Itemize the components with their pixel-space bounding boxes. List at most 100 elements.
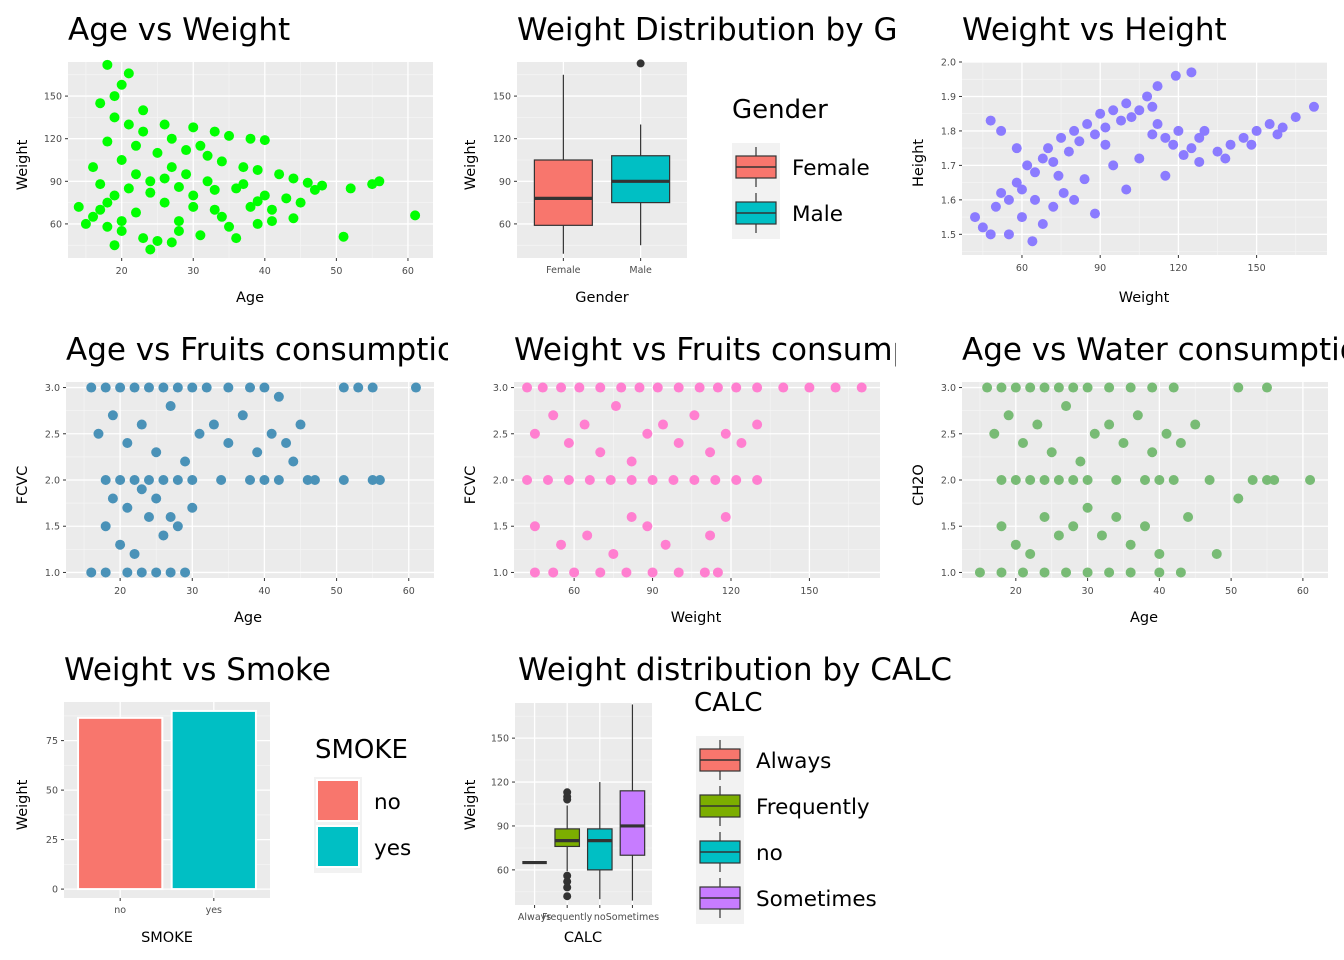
data-point (302, 475, 313, 485)
y-tick-label: 120 (491, 778, 509, 789)
data-point (1154, 548, 1165, 559)
data-point (582, 530, 593, 541)
data-point (974, 567, 985, 578)
data-point (537, 382, 548, 393)
y-tick-label: 1.0 (493, 568, 508, 579)
y-tick-label: 75 (46, 736, 58, 747)
x-tick-label: Female (546, 265, 581, 276)
data-point (1262, 475, 1272, 485)
x-tick-label: 60 (402, 266, 414, 277)
data-point (1089, 428, 1100, 439)
data-point (563, 475, 574, 485)
data-point (353, 382, 364, 393)
data-point (187, 382, 198, 393)
chart-title: Weight vs Height (962, 12, 1227, 48)
x-axis-title: Gender (575, 290, 628, 306)
y-tick-label: 1.7 (941, 161, 956, 172)
scatter-points (970, 67, 1319, 247)
data-point (245, 201, 256, 212)
data-point (1016, 212, 1027, 223)
data-point (1104, 382, 1115, 393)
chart-title: Age vs Water consumption (962, 332, 1344, 368)
x-tick-label: 90 (1094, 263, 1106, 274)
y-tick-label: 1.9 (941, 92, 956, 103)
data-point (1121, 184, 1132, 195)
data-point (556, 382, 567, 393)
data-point (1010, 539, 1021, 550)
data-point (115, 539, 126, 550)
data-point (1003, 194, 1014, 205)
data-point (626, 475, 637, 485)
data-point (584, 475, 595, 485)
data-point (1194, 156, 1205, 167)
data-point (1039, 567, 1050, 578)
data-point (736, 438, 747, 449)
x-tick-label: 50 (1225, 586, 1237, 597)
data-point (245, 475, 255, 485)
data-point (996, 187, 1007, 198)
data-point (1096, 530, 1107, 541)
data-point (712, 382, 723, 393)
data-point (1025, 475, 1036, 485)
data-point (1003, 229, 1014, 240)
data-point (165, 401, 176, 412)
y-axis-title: Weight (15, 779, 31, 830)
data-point (1104, 567, 1115, 578)
data-point (281, 438, 292, 449)
data-point (115, 475, 126, 485)
data-point (288, 173, 299, 184)
data-point (569, 567, 580, 578)
data-point (1111, 475, 1122, 485)
data-point (529, 567, 540, 578)
x-tick-label: 60 (1016, 263, 1028, 274)
data-point (188, 201, 199, 212)
data-point (252, 447, 263, 458)
box-Frequently (554, 788, 581, 901)
y-tick-label: 2.5 (45, 429, 60, 440)
data-point (1125, 567, 1136, 578)
data-point (1246, 139, 1257, 150)
data-point (1056, 132, 1067, 143)
data-point (1116, 115, 1127, 126)
data-point (122, 438, 133, 449)
data-point (374, 176, 385, 187)
scatter-points (522, 382, 867, 578)
data-point (990, 201, 1001, 212)
data-point (563, 438, 574, 449)
data-point (652, 382, 663, 393)
data-point (73, 201, 84, 212)
data-point (1225, 139, 1236, 150)
data-point (1011, 177, 1022, 188)
data-point (556, 539, 567, 550)
data-point (731, 382, 742, 393)
data-point (1039, 511, 1050, 522)
data-point (1111, 511, 1122, 522)
data-point (138, 126, 149, 137)
data-point (1147, 101, 1158, 112)
data-point (173, 181, 184, 192)
data-point (985, 115, 996, 126)
outlier-point (563, 871, 572, 880)
data-point (208, 419, 219, 430)
data-point (273, 391, 284, 402)
data-point (1108, 105, 1119, 116)
y-tick-label: 1.5 (45, 522, 60, 533)
data-point (595, 567, 606, 578)
bar-yes (170, 709, 257, 891)
data-point (1126, 112, 1137, 123)
data-point (608, 548, 619, 559)
chart-p1: 60 90 120 150 20 30 40 50 60 Age vs Weight Age Weig… (15, 12, 433, 306)
data-point (367, 475, 378, 485)
data-point (1025, 382, 1036, 393)
data-point (166, 162, 177, 173)
data-point (216, 475, 227, 485)
y-tick-label: 1.6 (941, 195, 956, 206)
y-axis-title: Weight (463, 139, 479, 190)
data-point (223, 382, 234, 393)
data-point (856, 382, 867, 393)
data-point (143, 511, 154, 522)
data-point (116, 79, 127, 90)
data-point (80, 218, 91, 229)
data-point (123, 183, 134, 194)
chart-title: Weight Distribution by Gender (517, 12, 988, 48)
